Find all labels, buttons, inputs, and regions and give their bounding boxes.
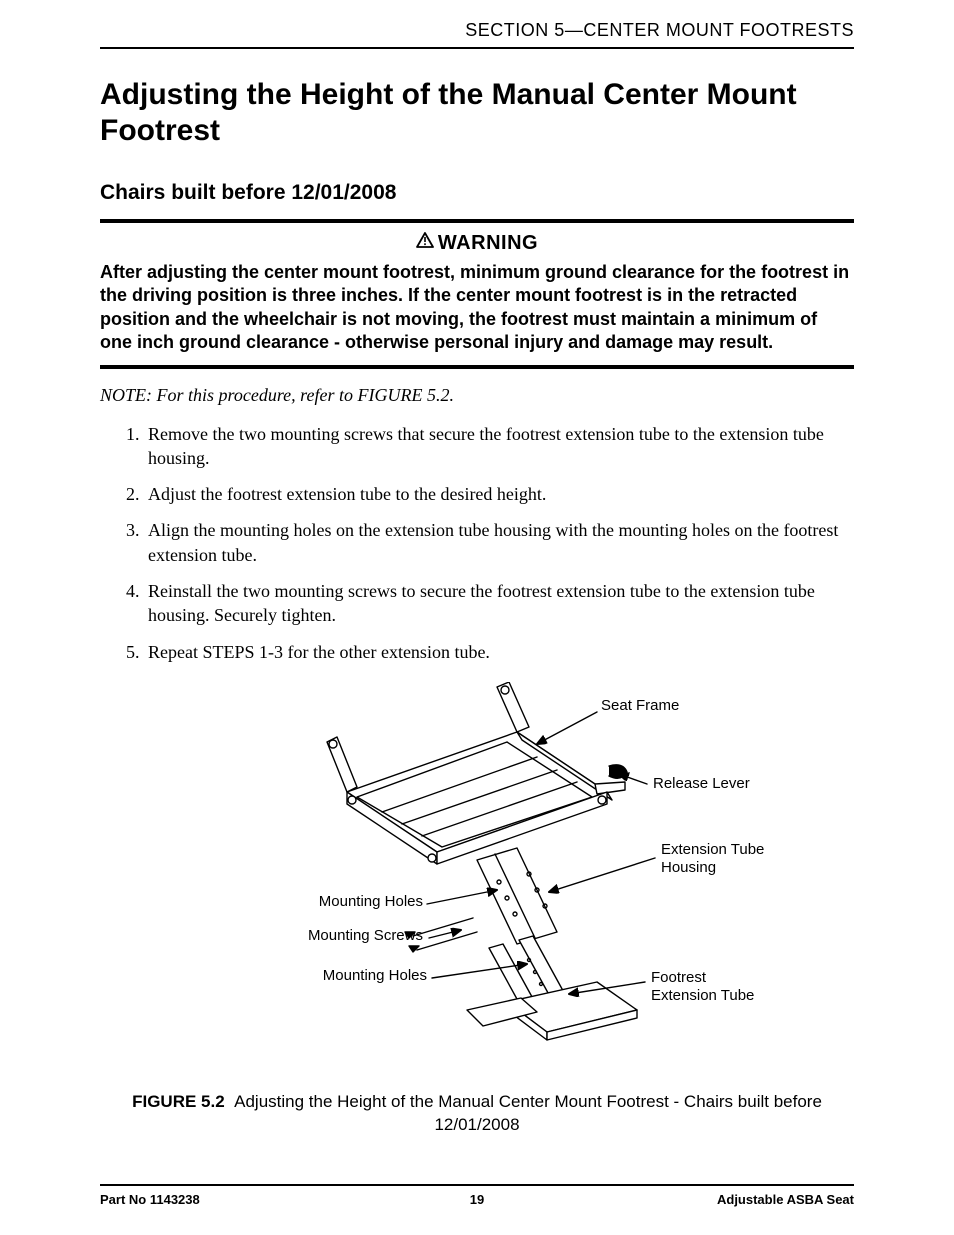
running-header: SECTION 5—CENTER MOUNT FOOTRESTS <box>100 20 854 49</box>
label-mounting-holes-lower: Mounting Holes <box>323 967 427 984</box>
label-mounting-holes-upper: Mounting Holes <box>319 893 423 910</box>
figure-caption: FIGURE 5.2 Adjusting the Height of the M… <box>100 1091 854 1137</box>
warning-triangle-icon <box>416 231 434 254</box>
list-item: Repeat STEPS 1-3 for the other extension… <box>144 640 854 664</box>
figure-caption-text: Adjusting the Height of the Manual Cente… <box>234 1092 822 1134</box>
footer-page-number: 19 <box>100 1192 854 1207</box>
label-footrest-2: Extension Tube <box>651 987 754 1004</box>
label-mounting-screws: Mounting Screws <box>308 927 423 944</box>
warning-body-text: After adjusting the center mount footres… <box>100 261 854 355</box>
page-footer: Part No 1143238 19 Adjustable ASBA Seat <box>100 1184 854 1207</box>
list-item: Align the mounting holes on the extensio… <box>144 518 854 567</box>
footrest-diagram: Seat Frame Release Lever Extension Tube … <box>177 682 777 1062</box>
figure-caption-number: FIGURE 5.2 <box>132 1092 225 1111</box>
list-item: Adjust the footrest extension tube to th… <box>144 482 854 506</box>
warning-label: WARNING <box>438 232 538 254</box>
steps-list: Remove the two mounting screws that secu… <box>100 422 854 664</box>
note-text: NOTE: For this procedure, refer to FIGUR… <box>100 385 854 406</box>
figure-5-2: Seat Frame Release Lever Extension Tube … <box>100 682 854 1137</box>
label-release-lever: Release Lever <box>653 775 750 792</box>
label-ext-housing-1: Extension Tube <box>661 841 764 858</box>
list-item: Remove the two mounting screws that secu… <box>144 422 854 471</box>
label-ext-housing-2: Housing <box>661 859 716 876</box>
document-page: SECTION 5—CENTER MOUNT FOOTRESTS Adjusti… <box>0 0 954 1235</box>
warning-box: WARNING After adjusting the center mount… <box>100 219 854 369</box>
warning-heading: WARNING <box>100 231 854 255</box>
list-item: Reinstall the two mounting screws to sec… <box>144 579 854 628</box>
page-subtitle: Chairs built before 12/01/2008 <box>100 181 854 205</box>
label-seat-frame: Seat Frame <box>601 697 679 714</box>
page-title: Adjusting the Height of the Manual Cente… <box>100 77 854 149</box>
label-footrest-1: Footrest <box>651 969 707 986</box>
